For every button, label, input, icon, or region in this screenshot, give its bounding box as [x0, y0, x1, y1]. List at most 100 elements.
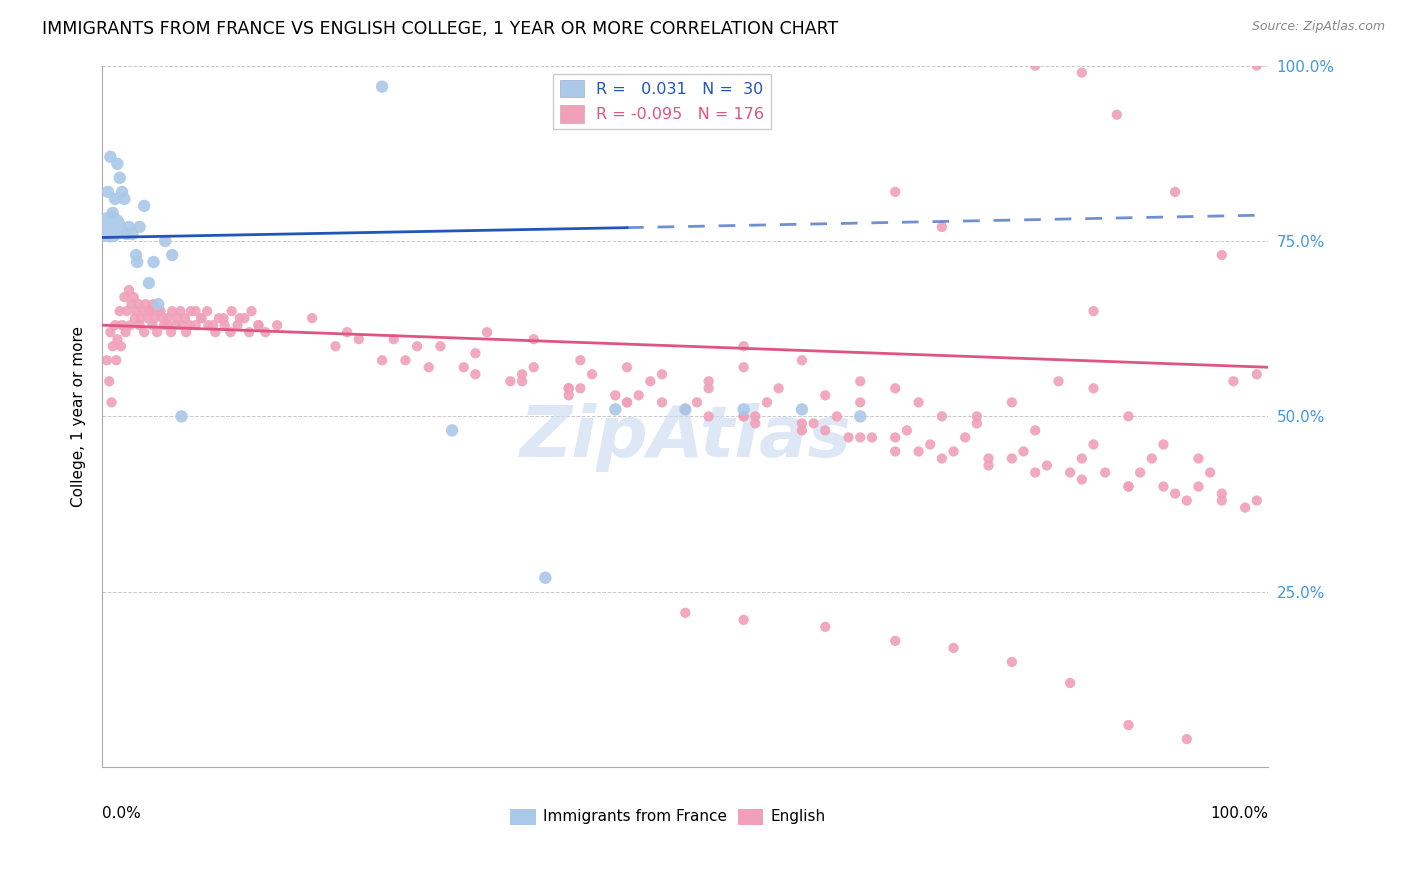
Point	[803, 417, 825, 431]
Point	[1153, 437, 1175, 451]
Point	[208, 311, 231, 326]
Point	[569, 381, 592, 395]
Point	[790, 424, 813, 438]
Point	[105, 157, 128, 171]
Point	[849, 409, 872, 424]
Point	[221, 304, 243, 318]
Point	[233, 311, 256, 326]
Point	[1199, 466, 1222, 480]
Point	[153, 234, 176, 248]
Point	[97, 185, 120, 199]
Point	[1246, 368, 1268, 382]
Point	[108, 304, 131, 318]
Point	[673, 606, 696, 620]
Point	[884, 633, 907, 648]
Point	[814, 424, 837, 438]
Point	[118, 283, 141, 297]
Point	[790, 353, 813, 368]
FancyBboxPatch shape	[510, 809, 536, 825]
Point	[651, 368, 673, 382]
Point	[605, 388, 627, 402]
Point	[201, 318, 224, 333]
Text: ZipAtlas: ZipAtlas	[519, 403, 851, 472]
Point	[371, 79, 394, 94]
Point	[1001, 655, 1024, 669]
Point	[523, 360, 546, 375]
Point	[1024, 466, 1046, 480]
Point	[1059, 676, 1081, 690]
Point	[105, 332, 128, 346]
Point	[849, 374, 872, 388]
Point	[132, 304, 155, 318]
Legend: R =   0.031   N =  30, R = -0.095   N = 176: R = 0.031 N = 30, R = -0.095 N = 176	[554, 73, 770, 129]
Point	[112, 290, 135, 304]
Point	[115, 304, 138, 318]
Point	[184, 318, 207, 333]
Point	[394, 353, 416, 368]
Point	[100, 219, 122, 234]
Point	[111, 185, 134, 199]
Point	[347, 332, 370, 346]
Point	[336, 325, 359, 339]
Point	[907, 395, 929, 409]
Point	[1001, 395, 1024, 409]
Point	[212, 311, 235, 326]
Point	[1234, 500, 1257, 515]
Point	[1001, 451, 1024, 466]
Point	[1118, 479, 1140, 493]
Point	[920, 437, 942, 451]
Point	[214, 318, 236, 333]
Point	[907, 444, 929, 458]
Point	[104, 192, 127, 206]
Point	[134, 199, 156, 213]
Point	[156, 311, 179, 326]
Point	[240, 304, 263, 318]
Point	[156, 318, 179, 333]
Point	[453, 360, 475, 375]
Text: Source: ZipAtlas.com: Source: ZipAtlas.com	[1251, 20, 1385, 33]
Point	[166, 311, 188, 326]
Point	[673, 402, 696, 417]
Point	[1246, 493, 1268, 508]
Point	[640, 374, 662, 388]
Point	[884, 185, 907, 199]
Point	[121, 227, 143, 241]
Point	[184, 304, 207, 318]
Point	[170, 409, 193, 424]
Point	[697, 409, 720, 424]
Point	[170, 318, 193, 333]
FancyBboxPatch shape	[738, 809, 763, 825]
Point	[148, 297, 170, 311]
Point	[229, 311, 252, 326]
Point	[165, 318, 187, 333]
Point	[1118, 479, 1140, 493]
Point	[96, 353, 118, 368]
Point	[616, 395, 638, 409]
Point	[125, 304, 148, 318]
Point	[120, 318, 142, 333]
Point	[464, 368, 486, 382]
Point	[510, 368, 533, 382]
Point	[942, 640, 965, 655]
Point	[143, 311, 166, 326]
Point	[953, 430, 976, 444]
Point	[160, 248, 183, 262]
Point	[510, 374, 533, 388]
Point	[129, 311, 152, 326]
Point	[105, 353, 128, 368]
Point	[673, 402, 696, 417]
Point	[160, 325, 183, 339]
Point	[139, 304, 162, 318]
Point	[1070, 451, 1092, 466]
Point	[884, 444, 907, 458]
Point	[499, 374, 522, 388]
Point	[931, 219, 953, 234]
Point	[1211, 493, 1233, 508]
Point	[534, 571, 557, 585]
Point	[733, 402, 755, 417]
Point	[1083, 381, 1105, 395]
Point	[581, 368, 603, 382]
Point	[814, 620, 837, 634]
Point	[1036, 458, 1059, 473]
Point	[686, 395, 709, 409]
